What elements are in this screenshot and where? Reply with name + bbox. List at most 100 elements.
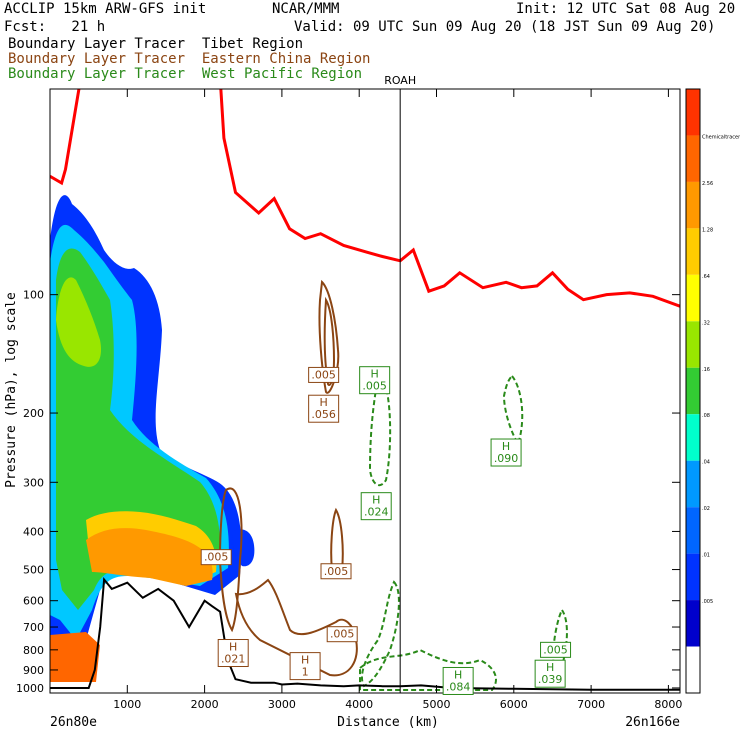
contour-label-text: H bbox=[301, 654, 309, 667]
contour-label: .005 bbox=[320, 563, 352, 580]
tracer-contours bbox=[218, 279, 568, 691]
y-tick-label: 500 bbox=[23, 564, 44, 577]
init-time: Init: 12 UTC Sat 08 Aug 20 bbox=[516, 1, 736, 17]
y-tick-label: 200 bbox=[23, 407, 44, 420]
tracer-shading-layer bbox=[56, 277, 102, 367]
contour-label: H.090 bbox=[490, 438, 522, 467]
colorbar-swatch bbox=[686, 600, 700, 647]
tracer-shading bbox=[50, 195, 255, 682]
contour-label-box bbox=[289, 652, 321, 681]
contour-label-box bbox=[308, 366, 340, 383]
contour-label-box bbox=[490, 438, 522, 467]
contour-label-text: .056 bbox=[311, 408, 336, 421]
right-endpoint-label: 26n166e bbox=[625, 715, 680, 730]
forecast-hour: Fcst: 21 h bbox=[4, 19, 106, 35]
contour-label-box bbox=[359, 366, 391, 395]
colorbar-swatch bbox=[686, 367, 700, 415]
org-label: NCAR/MMM bbox=[272, 1, 340, 17]
tracer-shading-layer bbox=[50, 632, 100, 682]
tracer-shading-layer bbox=[232, 529, 255, 567]
tracer-contour bbox=[360, 580, 400, 688]
legend-line-tibet: Boundary Layer Tracer Tibet Region bbox=[8, 36, 304, 52]
legend-line-west-pacific: Boundary Layer Tracer West Pacific Regio… bbox=[8, 66, 363, 82]
colorbar-swatch bbox=[686, 181, 700, 229]
contour-label-text: .039 bbox=[538, 673, 563, 686]
tracer-contour bbox=[218, 487, 243, 633]
x-tick-label: 2000 bbox=[191, 698, 219, 711]
contour-label-box bbox=[217, 639, 249, 668]
contour-label: .005 bbox=[200, 549, 232, 566]
axes: 1000 2000 3000 4000 5000 6000 7000 8000 100 200 30… bbox=[16, 74, 682, 711]
left-endpoint-label: 26n80e bbox=[50, 715, 97, 730]
contour-label-box bbox=[360, 492, 392, 521]
contour-label-box bbox=[200, 549, 232, 566]
colorbar-swatch bbox=[686, 89, 700, 136]
contour-label-text: H bbox=[546, 661, 554, 674]
tracer-contour bbox=[368, 376, 392, 487]
colorbar-frame bbox=[685, 88, 701, 694]
contour-label-text: .005 bbox=[543, 643, 568, 656]
colorbar-label: .01 bbox=[702, 553, 710, 559]
colorbar-label: 1.28 bbox=[702, 227, 713, 233]
contour-label-box bbox=[326, 626, 358, 643]
y-axis-label: Pressure (hPa), log scale bbox=[4, 292, 19, 488]
y-tick-label: 1000 bbox=[16, 682, 44, 695]
colorbar-swatch bbox=[686, 460, 700, 508]
contour-label-text: H bbox=[372, 494, 380, 507]
contour-label-box bbox=[320, 563, 352, 580]
colorbar-label: .005 bbox=[702, 599, 713, 605]
colorbar-swatch bbox=[686, 507, 700, 554]
x-tick-label: 5000 bbox=[423, 698, 451, 711]
tracer-contour bbox=[323, 296, 336, 386]
contour-label-text: .005 bbox=[311, 368, 336, 381]
y-tick-label: 300 bbox=[23, 476, 44, 489]
contour-label: .005 bbox=[308, 366, 340, 383]
contour-label: .005 bbox=[326, 626, 358, 643]
y-tick-label: 600 bbox=[23, 595, 44, 608]
colorbar-swatch bbox=[686, 646, 700, 693]
contour-label-text: .005 bbox=[330, 628, 355, 641]
profile-lines bbox=[50, 89, 680, 693]
contour-label: H.056 bbox=[308, 394, 340, 423]
contour-label-text: .021 bbox=[221, 653, 246, 666]
colorbar-swatch bbox=[686, 135, 700, 182]
plot-frame bbox=[49, 88, 681, 694]
colorbar-swatch bbox=[686, 321, 700, 368]
x-tick-label: 1000 bbox=[113, 698, 141, 711]
y-tick-label: 400 bbox=[23, 525, 44, 538]
contour-label-text: H bbox=[454, 668, 462, 681]
tropopause-line bbox=[50, 89, 680, 308]
contour-label-text: .005 bbox=[362, 380, 387, 393]
contour-label: H1 bbox=[289, 652, 321, 681]
x-axis-label: Distance (km) bbox=[337, 715, 439, 730]
colorbar-swatch bbox=[686, 228, 700, 275]
contour-label: H.021 bbox=[217, 639, 249, 668]
contour-label: H.039 bbox=[534, 659, 566, 688]
contour-label-box bbox=[442, 666, 474, 695]
contour-label: H.024 bbox=[360, 492, 392, 521]
contour-label-text: H bbox=[320, 396, 328, 409]
colorbar-label: .02 bbox=[702, 506, 710, 512]
y-tick-label: 800 bbox=[23, 644, 44, 657]
x-tick-label: 6000 bbox=[500, 698, 528, 711]
contour-label-text: .005 bbox=[324, 565, 349, 578]
tracer-contour bbox=[502, 374, 524, 447]
tracer-contour bbox=[234, 578, 358, 677]
contour-label: .005 bbox=[540, 641, 572, 658]
colorbar-label: Chemicaltracer bbox=[702, 134, 740, 140]
x-tick-label: 7000 bbox=[577, 698, 605, 711]
contour-label-text: 1 bbox=[302, 666, 309, 679]
colorbar: Chemicaltracer 2.56 1.28 .64 .32 .16 .08 .04 .02… bbox=[685, 88, 740, 694]
colorbar-label: .16 bbox=[702, 367, 710, 373]
colorbar-swatch bbox=[686, 274, 700, 322]
colorbar-swatch bbox=[686, 553, 700, 601]
y-tick-label: 700 bbox=[23, 621, 44, 634]
contour-label-box bbox=[308, 394, 340, 423]
tracer-contour bbox=[318, 279, 340, 394]
contour-label-text: .005 bbox=[204, 551, 229, 564]
roah-marker-label: ROAH bbox=[384, 74, 416, 87]
contour-label-text: .090 bbox=[494, 452, 519, 465]
x-tick-label: 8000 bbox=[654, 698, 682, 711]
legend-line-eastern-china: Boundary Layer Tracer Eastern China Regi… bbox=[8, 51, 371, 67]
